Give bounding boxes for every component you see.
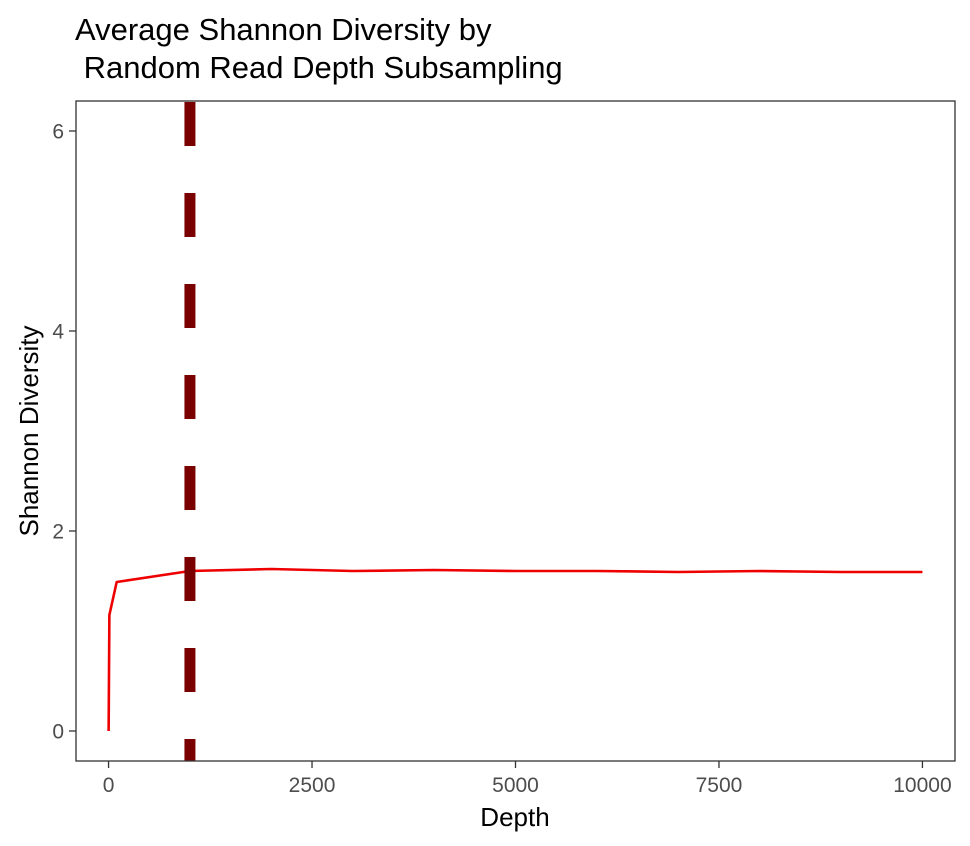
y-axis-title: Shannon Diversity [14,326,44,537]
x-tick-label: 0 [103,774,115,797]
y-tick-label: 6 [52,121,64,144]
x-tick-label: 7500 [696,774,743,797]
x-tick-label: 2500 [289,774,336,797]
chart-title-line-1: Average Shannon Diversity by [75,12,492,47]
plot-area: 0 2500 5000 7500 10000 0 2 4 6 [52,100,956,797]
x-axis-title: Depth [480,802,549,832]
y-tick-label: 4 [52,321,64,344]
x-tick-label: 10000 [893,774,951,797]
series-line-0 [107,567,923,732]
x-tick-label: 5000 [492,774,539,797]
y-tick-label: 2 [52,521,64,544]
y-tick-label: 0 [52,721,64,744]
chart-title-line-2: Random Read Depth Subsampling [75,50,563,85]
